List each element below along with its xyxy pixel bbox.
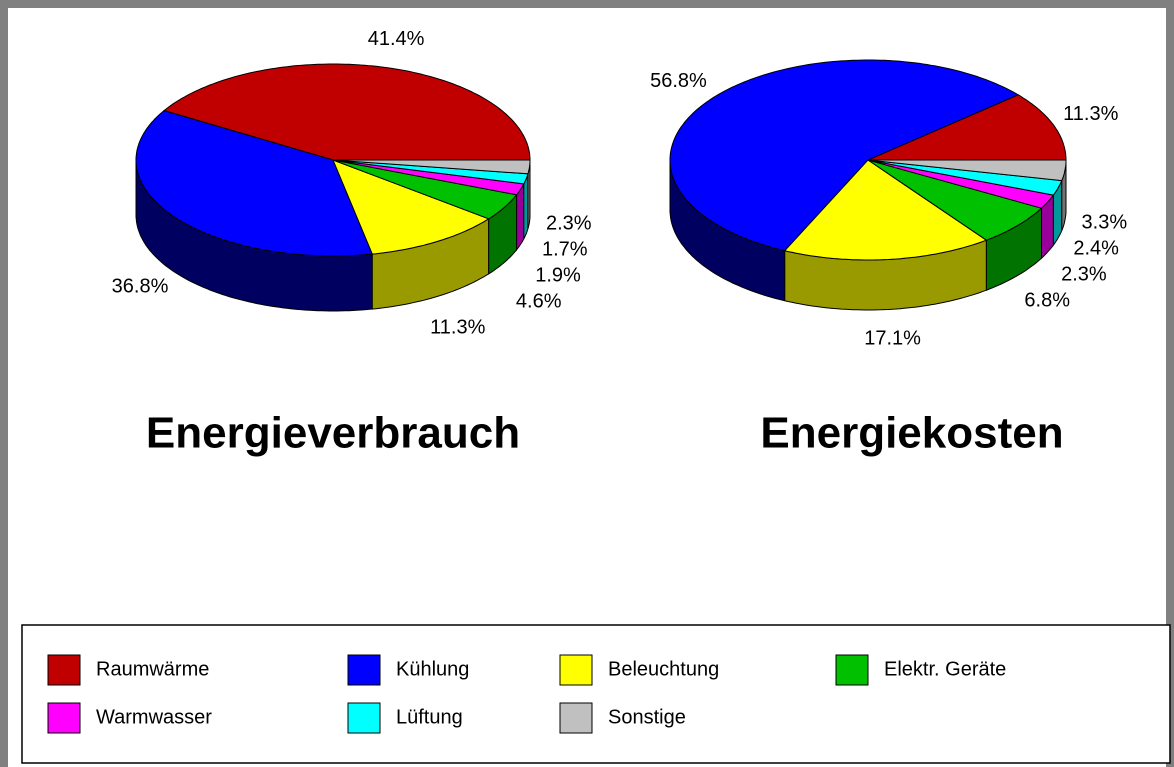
legend-swatch <box>47 702 81 734</box>
slice <box>669 59 1020 252</box>
data-label: 2.4% <box>1073 238 1119 260</box>
legend-label: Kühlung <box>396 658 469 680</box>
legend-label: Beleuchtung <box>608 658 719 680</box>
data-label: 41.4% <box>368 28 425 50</box>
slice <box>332 159 529 185</box>
data-label: 2.3% <box>1061 264 1107 286</box>
slice <box>783 159 988 261</box>
data-label: 4.6% <box>516 290 562 312</box>
legend-label: Sonstige <box>608 706 686 728</box>
data-label: 11.3% <box>430 316 485 338</box>
slice <box>867 94 1067 161</box>
data-label: 6.8% <box>1024 290 1070 312</box>
data-label: 17.1% <box>864 328 921 350</box>
slice <box>867 159 1063 196</box>
legend-swatch <box>47 654 81 686</box>
legend-swatch <box>347 654 381 686</box>
legend-label: Lüftung <box>396 706 463 728</box>
legend-swatch <box>559 702 593 734</box>
data-label: 11.3% <box>1063 103 1118 125</box>
data-label: 3.3% <box>1082 212 1128 234</box>
legend <box>21 624 1171 764</box>
slice <box>163 63 531 161</box>
slice <box>332 159 531 175</box>
legend-swatch <box>559 654 593 686</box>
slice <box>867 159 1055 209</box>
legend-label: Raumwärme <box>96 658 209 680</box>
chart-title: Energieverbrauch <box>146 409 520 458</box>
slice <box>867 159 1067 182</box>
slice <box>332 159 518 220</box>
legend-label: Elektr. Geräte <box>884 658 1006 680</box>
slice <box>332 159 525 196</box>
legend-swatch <box>347 702 381 734</box>
legend-label: Warmwasser <box>96 706 212 728</box>
chart-title: Energiekosten <box>760 409 1063 458</box>
legend-swatch <box>835 654 869 686</box>
data-label: 36.8% <box>112 275 169 297</box>
data-label: 56.8% <box>650 70 707 92</box>
data-label: 1.9% <box>535 264 581 286</box>
slice <box>332 159 490 255</box>
slice <box>867 159 1043 241</box>
slice <box>135 110 374 257</box>
data-label: 2.3% <box>546 212 592 234</box>
data-label: 1.7% <box>542 238 588 260</box>
